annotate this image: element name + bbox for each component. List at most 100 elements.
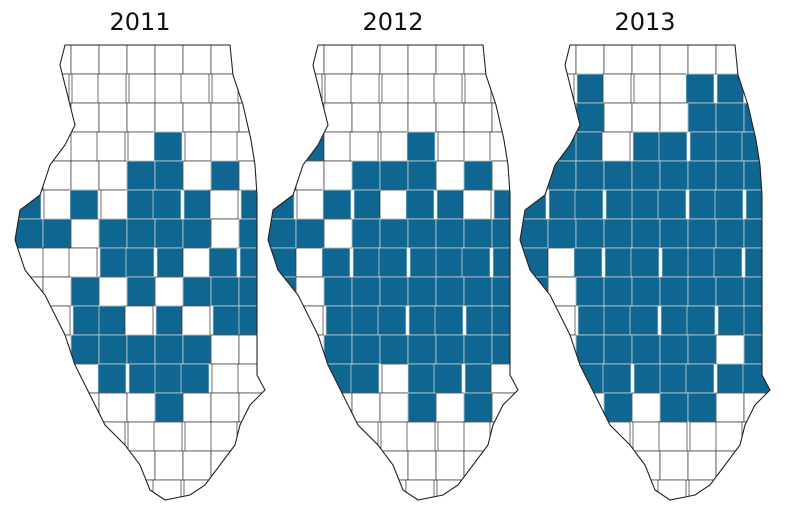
county <box>547 218 577 249</box>
county <box>126 334 156 365</box>
county <box>715 45 745 75</box>
county <box>659 73 689 104</box>
county <box>42 450 72 481</box>
county <box>268 218 297 249</box>
county <box>491 218 518 249</box>
county <box>659 363 689 394</box>
county <box>714 189 744 220</box>
county <box>630 247 660 278</box>
county <box>237 363 265 394</box>
county <box>269 247 299 278</box>
county <box>689 131 719 162</box>
county <box>379 276 409 307</box>
county <box>631 160 661 191</box>
county <box>323 276 353 307</box>
county <box>154 334 184 365</box>
county <box>236 421 265 452</box>
county <box>351 392 381 423</box>
county <box>631 392 661 423</box>
county <box>154 450 184 481</box>
county <box>208 247 238 278</box>
county <box>154 160 184 191</box>
county <box>96 421 126 452</box>
county <box>463 392 493 423</box>
county <box>575 421 605 452</box>
county <box>715 218 745 249</box>
county <box>268 479 295 500</box>
county <box>603 102 633 133</box>
county <box>124 305 154 336</box>
county <box>407 102 437 133</box>
county <box>353 189 383 220</box>
county <box>435 392 465 423</box>
county <box>603 334 633 365</box>
county <box>546 305 576 336</box>
county <box>351 305 381 336</box>
county <box>98 392 128 423</box>
county <box>70 45 100 75</box>
county <box>631 334 661 365</box>
county <box>491 334 518 365</box>
county <box>575 334 605 365</box>
county <box>70 334 100 365</box>
state-map <box>267 44 519 501</box>
county <box>325 305 355 336</box>
county <box>520 131 548 162</box>
county <box>98 276 128 307</box>
county <box>210 102 240 133</box>
county <box>573 247 603 278</box>
county <box>379 218 409 249</box>
county <box>184 421 214 452</box>
county <box>70 160 100 191</box>
county <box>715 160 745 191</box>
county <box>409 247 439 278</box>
county <box>381 73 411 104</box>
county <box>353 479 383 500</box>
county <box>433 363 463 394</box>
county <box>435 247 465 278</box>
county <box>407 218 437 249</box>
county <box>741 131 770 162</box>
county <box>15 45 44 75</box>
county <box>210 131 240 162</box>
county <box>15 450 44 481</box>
county <box>15 305 45 336</box>
county <box>745 189 770 220</box>
county <box>380 131 410 162</box>
county <box>603 218 633 249</box>
county <box>16 247 46 278</box>
county <box>576 73 606 104</box>
county <box>15 218 44 249</box>
county <box>323 334 353 365</box>
county <box>97 363 127 394</box>
county <box>742 73 770 104</box>
county <box>268 334 297 365</box>
county <box>237 73 265 104</box>
county <box>715 334 745 365</box>
county <box>603 305 633 336</box>
county <box>577 305 607 336</box>
county <box>435 218 465 249</box>
county <box>602 363 632 394</box>
county <box>379 45 409 75</box>
county <box>689 421 719 452</box>
county <box>631 189 661 220</box>
county <box>349 131 379 162</box>
county <box>742 363 770 394</box>
state-map <box>14 44 266 501</box>
county <box>463 276 493 307</box>
county <box>97 73 127 104</box>
state-map <box>519 44 771 501</box>
county <box>629 305 659 336</box>
county <box>436 479 466 500</box>
county <box>549 421 579 452</box>
county <box>43 479 73 500</box>
county <box>462 189 492 220</box>
county <box>236 131 265 162</box>
county <box>547 247 577 278</box>
county <box>295 102 325 133</box>
county <box>268 73 297 104</box>
county <box>98 305 128 336</box>
county <box>520 102 549 133</box>
